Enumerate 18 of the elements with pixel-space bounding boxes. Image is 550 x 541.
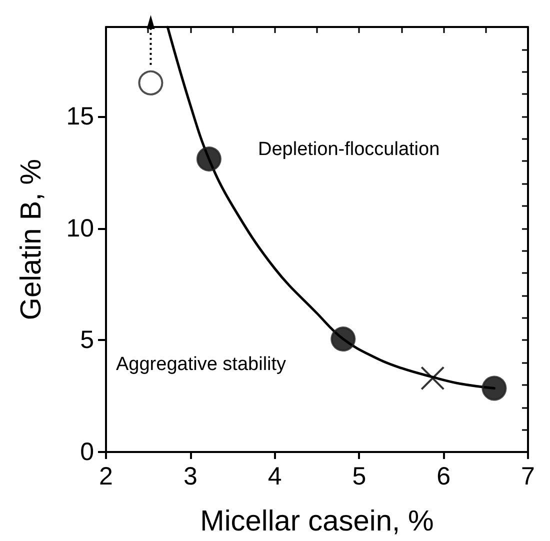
- y-tick-label: 0: [80, 438, 94, 466]
- y-tick-label: 10: [66, 214, 94, 242]
- point: [196, 146, 222, 172]
- x-tick-label: 4: [268, 462, 282, 490]
- x-tick-label: 3: [183, 462, 198, 490]
- point: [138, 70, 164, 96]
- y-axis-title: Gelatin B, %: [16, 158, 48, 320]
- point: [482, 376, 507, 401]
- x-tick-label: 7: [521, 462, 535, 490]
- x-axis-title: Micellar casein, %: [200, 506, 434, 538]
- y-tick-label: 15: [66, 102, 94, 130]
- point: [330, 326, 356, 352]
- annotation: Depletion-flocculation: [258, 139, 440, 160]
- x-tick-label: 6: [436, 462, 451, 490]
- y-tick-label: 5: [80, 326, 94, 354]
- x-tick-label: 5: [352, 462, 366, 490]
- annotation: Aggregative stability: [116, 354, 287, 375]
- x-tick-label: 2: [99, 462, 113, 490]
